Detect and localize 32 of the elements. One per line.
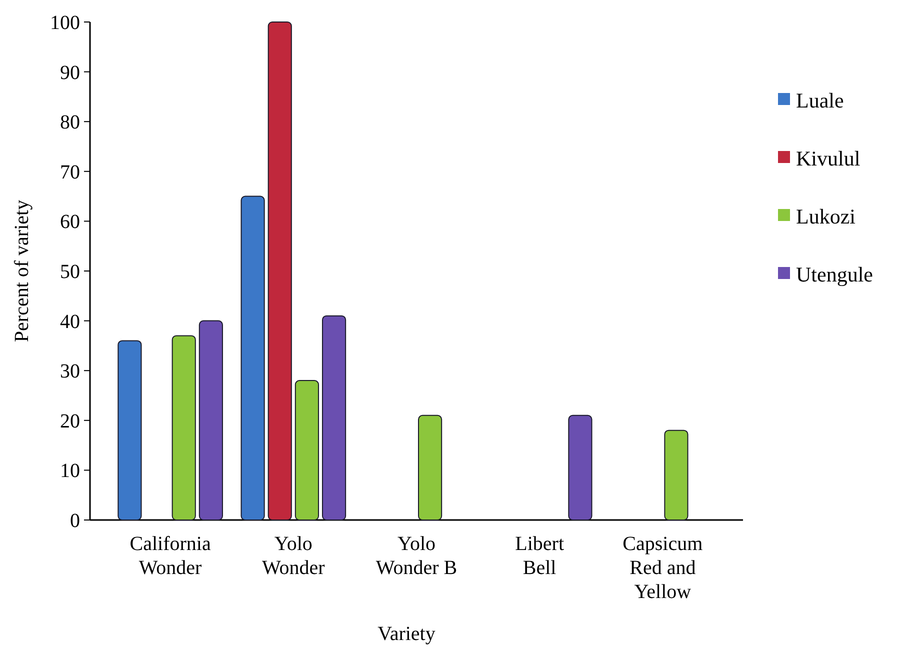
x-tick-label: Yolo Wonder B: [376, 533, 458, 579]
y-tick-label: 60: [60, 211, 80, 234]
y-tick-label: 10: [60, 460, 80, 482]
bar: [268, 22, 292, 520]
bar: [198, 320, 223, 520]
x-tick-label: California Wonder: [130, 533, 211, 579]
y-tick-label: 100: [50, 12, 80, 34]
y-tick-label: 80: [60, 112, 80, 134]
y-tick-label: 20: [60, 410, 80, 432]
y-tick-label: 90: [60, 62, 80, 84]
y-tick-label: 30: [60, 360, 80, 383]
bar: [118, 340, 142, 520]
bar: [294, 380, 319, 520]
bar: [322, 315, 346, 520]
y-tick-label: 40: [60, 310, 80, 333]
bar: [172, 335, 196, 520]
legend-label: Lukozi: [796, 204, 856, 228]
bar: [664, 430, 688, 520]
y-tick-label: 0: [70, 510, 80, 532]
y-tick-label: 70: [60, 161, 80, 184]
bar: [418, 414, 442, 520]
bar: [240, 196, 265, 520]
y-tick-label: 50: [60, 261, 80, 283]
x-tick-label: Libert Bell: [515, 533, 564, 579]
y-axis-title: Percent of variety: [11, 200, 33, 342]
x-tick-label: Capsicum Red and Yellow: [622, 533, 704, 603]
legend-label: Kivulul: [796, 146, 860, 170]
x-tick-label: Yolo Wonder: [262, 533, 326, 579]
x-axis-title: Variety: [378, 623, 436, 645]
bar: [568, 414, 592, 520]
legend-label: Luale: [796, 88, 844, 112]
legend-label: Utengule: [796, 262, 873, 286]
